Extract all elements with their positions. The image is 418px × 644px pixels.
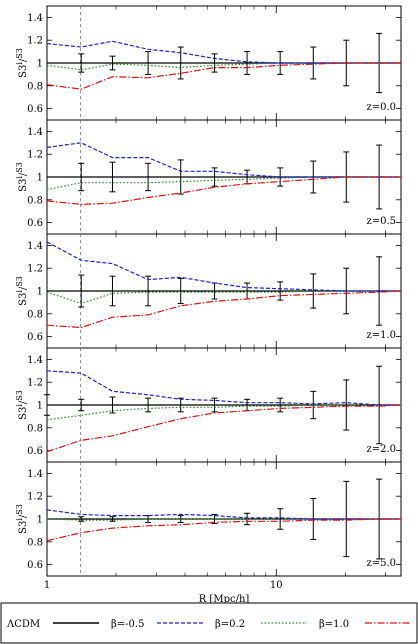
y-axis-label-part: i [15, 404, 24, 407]
y-axis-label-part: S3 [18, 179, 29, 192]
series-b10 [46, 518, 401, 542]
y-axis-label: S3i/S3 [15, 390, 29, 420]
series-b10 [46, 404, 402, 453]
y-tick-label: 1.4 [27, 13, 43, 24]
x-tick-label: 1 [44, 580, 50, 591]
legend-label: β=1.0 [319, 619, 349, 630]
y-axis-label: S3i/S3 [15, 504, 29, 534]
y-axis-label-part: S3 [15, 276, 24, 287]
series-b02 [46, 62, 401, 71]
series-b02 [46, 404, 401, 421]
y-tick-label: 1 [37, 401, 43, 412]
y-tick-label: 0.6 [27, 332, 43, 343]
y-axis-label-part: / [18, 58, 29, 62]
legend-item-b02: β=0.2 [215, 619, 307, 630]
series-b05 [46, 370, 401, 406]
y-axis-label-part: i [15, 518, 24, 521]
x-axis-label: R [Mpc/h] [199, 594, 250, 605]
series-b10 [46, 290, 402, 329]
y-axis-label-part: / [18, 400, 29, 404]
y-tick-label: 0.8 [27, 81, 43, 92]
y-tick-label: 1 [37, 287, 43, 298]
y-axis-label: S3i/S3 [15, 276, 29, 306]
series-b05 [46, 509, 401, 520]
y-axis-label-part: / [18, 286, 29, 290]
y-axis-label-part: S3 [18, 65, 29, 78]
legend: ΛCDM β=-0.5 β=0.2 β=1.0 [0, 602, 418, 644]
legend-item-lcdm: ΛCDM [6, 619, 99, 630]
y-tick-label: 0.8 [27, 537, 43, 548]
y-tick-label: 0.6 [27, 446, 43, 457]
y-tick-label: 1.2 [27, 264, 43, 275]
y-axis-label: S3i/S3 [15, 48, 29, 78]
y-tick-label: 1.2 [27, 150, 43, 161]
series-b05 [46, 142, 401, 178]
y-axis-label-part: i [15, 62, 24, 65]
series-b02 [46, 176, 401, 191]
y-axis-label-part: S3 [15, 504, 24, 515]
panel-label: z=0.5 [366, 216, 396, 227]
x-tick-label: 10 [270, 580, 283, 591]
y-tick-label: 0.6 [27, 218, 43, 229]
panel-label: z=2.0 [366, 444, 396, 455]
y-axis-label-part: i [15, 290, 24, 293]
y-tick-label: 1 [37, 173, 43, 184]
y-axis-label-part: S3 [15, 48, 24, 59]
y-tick-label: 1 [37, 515, 43, 526]
series-b02 [46, 518, 401, 521]
y-tick-label: 1.4 [27, 355, 43, 366]
series-b05 [46, 40, 401, 64]
legend-label: β=0.2 [215, 619, 245, 630]
series-b05 [46, 241, 401, 292]
y-tick-label: 1.4 [27, 241, 43, 252]
y-axis-label-part: i [15, 176, 24, 179]
legend-item-b05: β=-0.5 [111, 619, 203, 630]
y-axis-label-part: / [18, 172, 29, 176]
panel-label: z=1.0 [366, 330, 396, 341]
y-tick-label: 1.4 [27, 469, 43, 480]
y-axis-label-part: S3 [18, 521, 29, 534]
y-tick-label: 1.2 [27, 36, 43, 47]
y-tick-label: 0.6 [27, 560, 43, 571]
y-axis-label-part: S3 [15, 390, 24, 401]
y-tick-label: 0.8 [27, 309, 43, 320]
y-tick-label: 0.6 [27, 104, 43, 115]
legend-label: ΛCDM [6, 619, 40, 630]
legend-label: β=-0.5 [111, 619, 144, 630]
y-tick-label: 1 [37, 59, 43, 70]
y-tick-label: 1.4 [27, 127, 43, 138]
series-b10 [46, 62, 401, 90]
y-tick-label: 0.8 [27, 423, 43, 434]
panel-label: z=5.0 [366, 558, 396, 569]
y-tick-label: 1.2 [27, 492, 43, 503]
y-axis-label-part: S3 [18, 407, 29, 420]
panel-label: z=0.0 [366, 102, 396, 113]
y-tick-label: 0.8 [27, 195, 43, 206]
y-tick-label: 1.2 [27, 378, 43, 389]
y-axis-label-part: S3 [18, 293, 29, 306]
y-axis-label: S3i/S3 [15, 162, 29, 192]
y-axis-label-part: S3 [15, 162, 24, 173]
y-axis-label-part: / [18, 514, 29, 518]
legend-item-b10: β=1.0 [319, 619, 411, 630]
series-b10 [46, 176, 401, 206]
